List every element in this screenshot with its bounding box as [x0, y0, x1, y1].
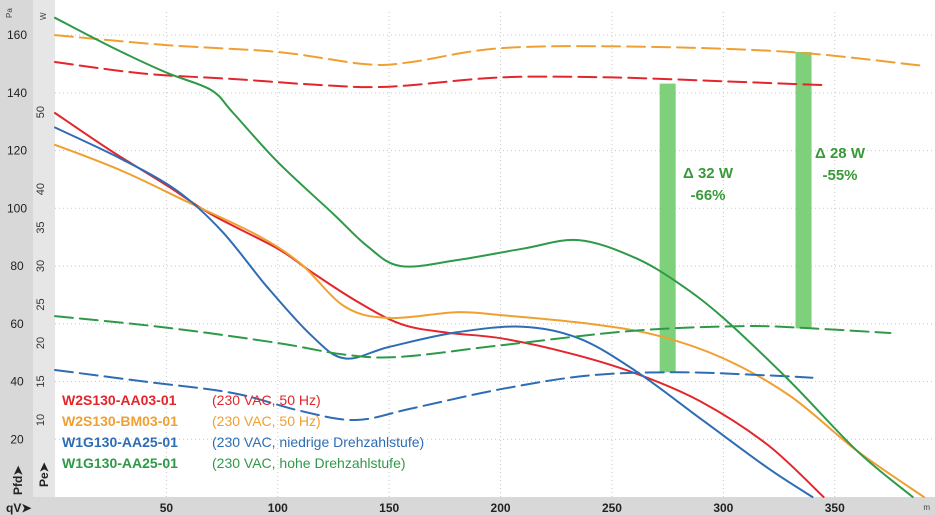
y-pe-axis-label: Pe➤	[37, 461, 51, 487]
y-pe-tick-label: 50	[35, 106, 47, 118]
y-left-tick-label: 120	[7, 144, 27, 158]
y-pe-tick-label: 25	[35, 298, 47, 310]
bottom-axis-band	[0, 497, 935, 515]
annotation-delta-28w-value: Δ 28 W	[815, 145, 865, 162]
legend-model-2: W2S130-BM03-01	[62, 413, 178, 429]
x-tick-label: 300	[713, 501, 733, 515]
series-green-power-line	[54, 315, 892, 359]
series-red-pressure-line	[54, 112, 825, 498]
x-tick-label: 50	[160, 501, 174, 515]
y-left-tick-label: 60	[10, 317, 24, 331]
left-axis-band-pe	[33, 0, 55, 515]
y-pe-unit-fragment: W	[39, 12, 48, 20]
annotation-delta-28w: Δ 28 W -55%	[800, 143, 880, 187]
x-tick-label: 200	[491, 501, 511, 515]
annotation-delta-28w-percent: -55%	[822, 167, 858, 184]
x-axis-unit-fragment: m	[923, 503, 930, 512]
x-tick-label: 150	[379, 501, 399, 515]
legend-condition-4: (230 VAC, hohe Drehzahlstufe)	[212, 455, 406, 471]
y-pfd-axis-label: Pfd➤	[11, 465, 25, 495]
legend-item-2: W2S130-BM03-01 (230 VAC, 50 Hz)	[62, 413, 321, 429]
y-pe-tick-label: 35	[35, 221, 47, 233]
series-blue-pressure-line	[54, 126, 814, 498]
x-tick-label: 250	[602, 501, 622, 515]
left-axis-band-pfd	[0, 0, 33, 515]
series-blue-power-line	[54, 369, 814, 422]
legend-item-3: W1G130-AA25-01 (230 VAC, niedrige Drehzah…	[62, 434, 424, 450]
annotation-delta-32w-percent: -66%	[690, 187, 726, 204]
y-left-tick-label: 160	[7, 28, 27, 42]
y-pe-tick-label: 10	[35, 414, 47, 426]
y-pe-tick-label: 20	[35, 337, 47, 349]
y-left-tick-label: 140	[7, 86, 27, 100]
x-axis-label: qV➤	[6, 501, 32, 515]
delta-bar-1	[659, 83, 676, 373]
series-green-pressure-line	[54, 16, 914, 498]
y-pe-tick-label: 40	[35, 183, 47, 195]
series-orange-pressure-line	[54, 143, 925, 498]
y-pe-tick-label: 30	[35, 260, 47, 272]
legend-condition-2: (230 VAC, 50 Hz)	[212, 413, 321, 429]
delta-bar-2	[795, 52, 812, 329]
x-tick-label: 350	[825, 501, 845, 515]
x-tick-label: 100	[268, 501, 288, 515]
legend-item-1: W2S130-AA03-01 (230 VAC, 50 Hz)	[62, 392, 321, 408]
y-pe-tick-label: 15	[35, 375, 47, 387]
y-left-tick-label: 80	[10, 259, 24, 273]
legend-model-4: W1G130-AA25-01	[62, 455, 178, 471]
series-orange-power-line	[54, 34, 925, 67]
y-pfd-unit-fragment: Pa	[5, 8, 14, 18]
legend-condition-1: (230 VAC, 50 Hz)	[212, 392, 321, 408]
y-left-tick-label: 20	[10, 432, 24, 446]
legend-model-3: W1G130-AA25-01	[62, 434, 178, 450]
annotation-delta-32w: Δ 32 W -66%	[668, 163, 748, 207]
legend-condition-3: (230 VAC, niedrige Drehzahlstufe)	[212, 434, 425, 450]
annotation-delta-32w-value: Δ 32 W	[683, 165, 733, 182]
y-left-tick-label: 40	[10, 375, 24, 389]
legend-item-4: W1G130-AA25-01 (230 VAC, hohe Drehzahlstu…	[62, 455, 406, 471]
y-left-tick-label: 100	[7, 201, 27, 215]
legend-model-1: W2S130-AA03-01	[62, 392, 177, 408]
